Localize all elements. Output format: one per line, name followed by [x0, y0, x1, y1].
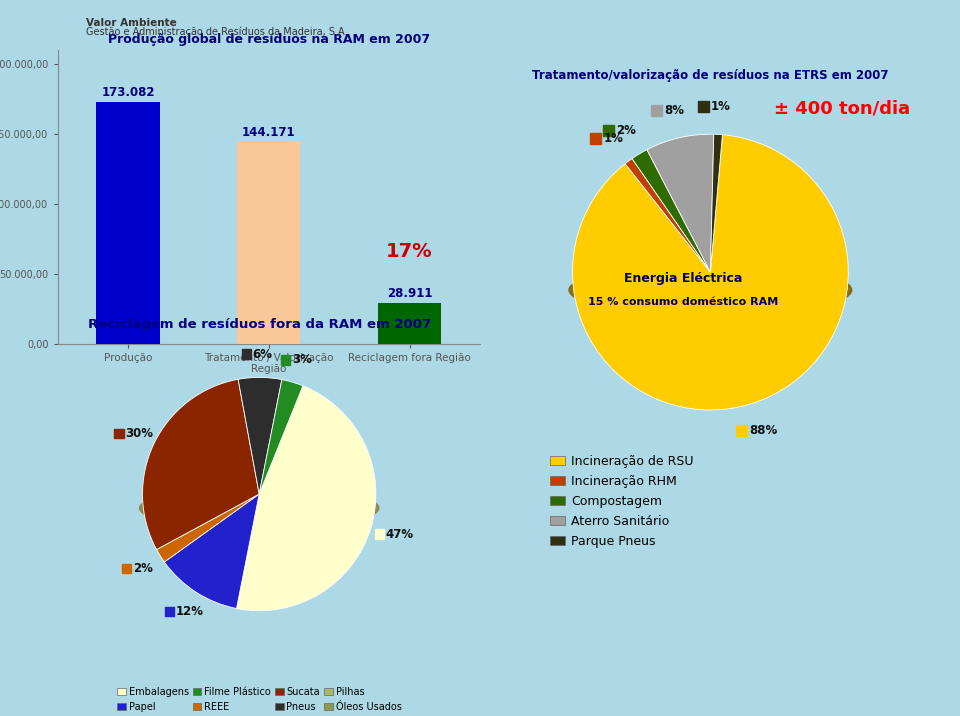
Text: Gestão e Administração de Resíduos da Madeira, S.A.: Gestão e Administração de Resíduos da Ma… — [86, 26, 348, 37]
Text: 88%: 88% — [749, 424, 777, 437]
Text: 8%: 8% — [664, 105, 684, 117]
Wedge shape — [236, 386, 376, 611]
Text: 30%: 30% — [126, 427, 154, 440]
Wedge shape — [625, 158, 710, 272]
Bar — [698, 102, 708, 112]
Text: ± 400 ton/dia: ± 400 ton/dia — [774, 100, 910, 117]
Wedge shape — [156, 494, 259, 562]
Text: 6%: 6% — [252, 347, 273, 361]
Text: 2%: 2% — [133, 562, 153, 575]
Text: 28.911: 28.911 — [387, 287, 432, 301]
Bar — [96, 102, 159, 344]
Ellipse shape — [139, 486, 379, 531]
Ellipse shape — [569, 263, 852, 316]
Text: 12%: 12% — [176, 605, 204, 618]
Legend: Incineração de RSU, Incineração RHM, Compostagem, Aterro Sanitário, Parque Pneus: Incineração de RSU, Incineração RHM, Com… — [545, 450, 699, 553]
Wedge shape — [710, 134, 723, 272]
Bar — [651, 105, 662, 117]
Wedge shape — [632, 150, 710, 272]
Wedge shape — [142, 379, 259, 550]
Wedge shape — [647, 134, 714, 272]
Title: Reciclagem de resíduos fora da RAM em 2007: Reciclagem de resíduos fora da RAM em 20… — [87, 318, 431, 332]
Bar — [374, 529, 384, 538]
Bar — [280, 355, 290, 364]
Title: Tratamento/valorização de resíduos na ETRS em 2007: Tratamento/valorização de resíduos na ET… — [532, 69, 889, 82]
Text: 1%: 1% — [710, 100, 731, 113]
Bar — [735, 425, 747, 436]
Bar — [114, 429, 124, 438]
Text: 144.171: 144.171 — [242, 126, 296, 140]
Text: 15 % consumo doméstico RAM: 15 % consumo doméstico RAM — [588, 297, 778, 307]
Text: Energia Eléctrica: Energia Eléctrica — [624, 273, 742, 286]
Text: 173.082: 173.082 — [101, 86, 155, 99]
Bar — [165, 607, 174, 616]
Wedge shape — [238, 377, 282, 494]
Bar — [590, 133, 601, 145]
Text: 3%: 3% — [292, 354, 312, 367]
Wedge shape — [164, 494, 259, 609]
Text: 1%: 1% — [604, 132, 623, 145]
Text: 17%: 17% — [386, 242, 433, 261]
Title: Produção global de resíduos na RAM em 2007: Produção global de resíduos na RAM em 20… — [108, 33, 430, 46]
Legend: Embalagens, Papel, Filme Plástico, REEE, Sucata, Pneus, Pilhas, Óleos Usados: Embalagens, Papel, Filme Plástico, REEE,… — [113, 683, 405, 716]
Text: 2%: 2% — [616, 124, 636, 137]
Text: 47%: 47% — [386, 528, 414, 541]
Text: Valor Ambiente: Valor Ambiente — [86, 18, 178, 28]
Bar — [242, 349, 251, 359]
Bar — [603, 125, 614, 136]
Bar — [237, 142, 300, 344]
Wedge shape — [259, 379, 303, 494]
Wedge shape — [572, 135, 849, 410]
Bar — [122, 563, 132, 573]
Bar — [378, 304, 442, 344]
